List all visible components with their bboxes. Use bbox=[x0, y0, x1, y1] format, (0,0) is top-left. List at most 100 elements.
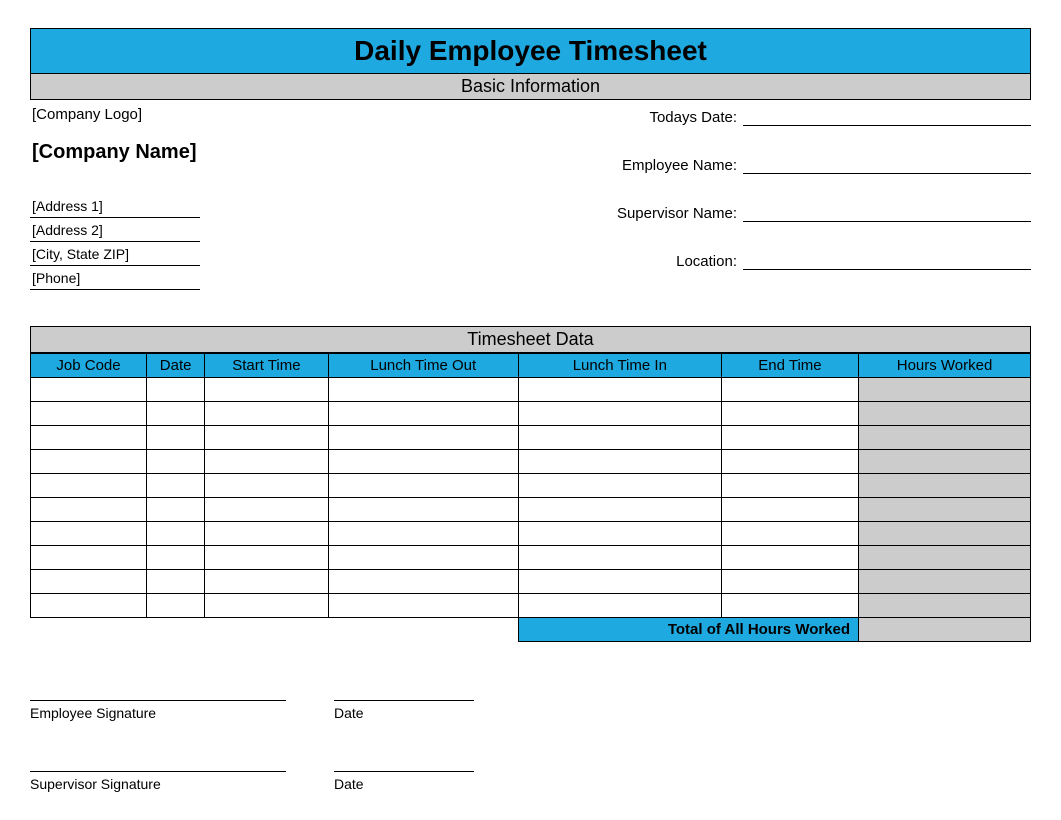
cell[interactable] bbox=[859, 378, 1031, 402]
table-row bbox=[31, 546, 1031, 570]
supervisor-name-row: Supervisor Name: bbox=[471, 202, 1031, 222]
cell[interactable] bbox=[31, 378, 147, 402]
location-field[interactable] bbox=[743, 250, 1031, 270]
cell[interactable] bbox=[859, 570, 1031, 594]
cell[interactable] bbox=[31, 402, 147, 426]
cell[interactable] bbox=[721, 450, 858, 474]
supervisor-signature-block: Supervisor Signature bbox=[30, 771, 286, 792]
location-label: Location: bbox=[676, 253, 743, 270]
todays-date-label: Todays Date: bbox=[649, 109, 743, 126]
employee-name-field[interactable] bbox=[743, 154, 1031, 174]
cell[interactable] bbox=[721, 522, 858, 546]
cell[interactable] bbox=[147, 522, 205, 546]
timesheet-data-header: Timesheet Data bbox=[30, 326, 1031, 353]
timesheet-table-head: Job CodeDateStart TimeLunch Time OutLunc… bbox=[31, 354, 1031, 378]
cell[interactable] bbox=[721, 474, 858, 498]
cell[interactable] bbox=[147, 474, 205, 498]
cell[interactable] bbox=[31, 474, 147, 498]
cell[interactable] bbox=[859, 474, 1031, 498]
cell[interactable] bbox=[518, 402, 721, 426]
cell[interactable] bbox=[31, 498, 147, 522]
total-spacer bbox=[31, 618, 519, 642]
phone-field[interactable]: [Phone] bbox=[30, 268, 200, 290]
cell[interactable] bbox=[147, 402, 205, 426]
basic-info-header: Basic Information bbox=[30, 74, 1031, 100]
cell[interactable] bbox=[518, 498, 721, 522]
cell[interactable] bbox=[147, 450, 205, 474]
employee-signature-row: Employee Signature Date bbox=[30, 700, 1031, 721]
employee-signature-label: Employee Signature bbox=[30, 700, 286, 721]
cell[interactable] bbox=[721, 378, 858, 402]
cell[interactable] bbox=[518, 426, 721, 450]
cell[interactable] bbox=[721, 402, 858, 426]
company-column: [Company Logo] [Company Name] [Address 1… bbox=[30, 106, 330, 292]
cell[interactable] bbox=[205, 474, 328, 498]
cell[interactable] bbox=[205, 570, 328, 594]
cell[interactable] bbox=[518, 546, 721, 570]
cell[interactable] bbox=[518, 378, 721, 402]
cell[interactable] bbox=[518, 450, 721, 474]
cell[interactable] bbox=[859, 522, 1031, 546]
cell[interactable] bbox=[205, 498, 328, 522]
address-1-field[interactable]: [Address 1] bbox=[30, 196, 200, 218]
supervisor-name-field[interactable] bbox=[743, 202, 1031, 222]
cell[interactable] bbox=[328, 522, 518, 546]
supervisor-signature-label: Supervisor Signature bbox=[30, 771, 286, 792]
cell[interactable] bbox=[31, 570, 147, 594]
cell[interactable] bbox=[31, 450, 147, 474]
city-state-zip-field[interactable]: [City, State ZIP] bbox=[30, 244, 200, 266]
cell[interactable] bbox=[205, 402, 328, 426]
cell[interactable] bbox=[518, 474, 721, 498]
cell[interactable] bbox=[859, 546, 1031, 570]
cell[interactable] bbox=[31, 546, 147, 570]
cell[interactable] bbox=[859, 594, 1031, 618]
cell[interactable] bbox=[205, 522, 328, 546]
employee-name-row: Employee Name: bbox=[471, 154, 1031, 174]
cell[interactable] bbox=[328, 402, 518, 426]
total-hours-cell[interactable] bbox=[859, 618, 1031, 642]
cell[interactable] bbox=[859, 450, 1031, 474]
cell[interactable] bbox=[518, 570, 721, 594]
cell[interactable] bbox=[147, 570, 205, 594]
cell[interactable] bbox=[328, 378, 518, 402]
cell[interactable] bbox=[328, 570, 518, 594]
address-2-field[interactable]: [Address 2] bbox=[30, 220, 200, 242]
cell[interactable] bbox=[518, 522, 721, 546]
cell[interactable] bbox=[328, 594, 518, 618]
cell[interactable] bbox=[147, 498, 205, 522]
cell[interactable] bbox=[147, 546, 205, 570]
cell[interactable] bbox=[31, 594, 147, 618]
info-fields-column: Todays Date: Employee Name: Supervisor N… bbox=[471, 106, 1031, 292]
cell[interactable] bbox=[205, 378, 328, 402]
col-header-date: Date bbox=[147, 354, 205, 378]
cell[interactable] bbox=[147, 594, 205, 618]
table-row bbox=[31, 570, 1031, 594]
cell[interactable] bbox=[721, 498, 858, 522]
cell[interactable] bbox=[328, 426, 518, 450]
cell[interactable] bbox=[721, 426, 858, 450]
cell[interactable] bbox=[205, 426, 328, 450]
cell[interactable] bbox=[31, 522, 147, 546]
cell[interactable] bbox=[205, 450, 328, 474]
todays-date-field[interactable] bbox=[743, 106, 1031, 126]
cell[interactable] bbox=[205, 594, 328, 618]
cell[interactable] bbox=[721, 546, 858, 570]
employee-signature-block: Employee Signature bbox=[30, 700, 286, 721]
cell[interactable] bbox=[205, 546, 328, 570]
cell[interactable] bbox=[859, 402, 1031, 426]
cell[interactable] bbox=[328, 546, 518, 570]
cell[interactable] bbox=[721, 594, 858, 618]
cell[interactable] bbox=[859, 426, 1031, 450]
cell[interactable] bbox=[147, 426, 205, 450]
cell[interactable] bbox=[328, 450, 518, 474]
cell[interactable] bbox=[147, 378, 205, 402]
col-header-end-time: End Time bbox=[721, 354, 858, 378]
cell[interactable] bbox=[328, 498, 518, 522]
cell[interactable] bbox=[518, 594, 721, 618]
cell[interactable] bbox=[328, 474, 518, 498]
cell[interactable] bbox=[31, 426, 147, 450]
cell[interactable] bbox=[721, 570, 858, 594]
employee-date-label: Date bbox=[334, 700, 474, 721]
table-row bbox=[31, 426, 1031, 450]
cell[interactable] bbox=[859, 498, 1031, 522]
